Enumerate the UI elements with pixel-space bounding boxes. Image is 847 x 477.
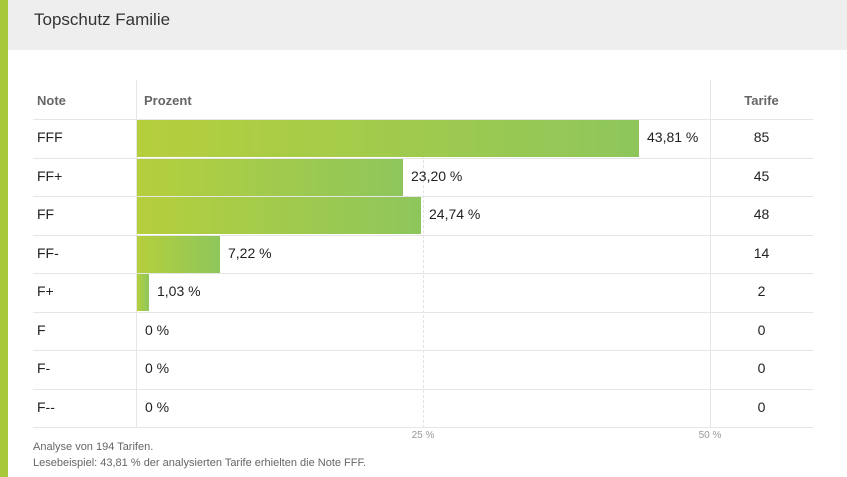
x-tick-50: 50 % xyxy=(698,430,722,441)
row-tarife: 0 xyxy=(757,360,766,376)
row-tarife: 0 xyxy=(757,322,766,338)
bar-mark xyxy=(137,159,403,196)
row-note: FF+ xyxy=(37,168,63,184)
column-divider-right xyxy=(710,80,711,428)
row-note: F-- xyxy=(37,399,55,415)
gridline-25 xyxy=(423,120,424,428)
row-divider xyxy=(33,158,813,159)
row-divider xyxy=(33,196,813,197)
bar-mark xyxy=(137,274,149,311)
bar-value-label: 0 % xyxy=(145,399,170,415)
column-header-note: Note xyxy=(37,93,66,108)
rating-table: Note Prozent Tarife 25 % 50 % FFF 43,81 %… xyxy=(33,80,813,441)
header: Topschutz Familie xyxy=(8,0,847,50)
page-title: Topschutz Familie xyxy=(34,10,171,29)
row-tarife: 45 xyxy=(753,168,770,184)
bar-value-label: 7,22 % xyxy=(228,245,272,261)
row-tarife: 48 xyxy=(753,206,770,222)
row-note: FFF xyxy=(37,129,63,145)
row-divider xyxy=(33,312,813,313)
footer-analysis: Analyse von 194 Tarifen. xyxy=(33,441,154,453)
row-note: F xyxy=(37,322,46,338)
row-divider xyxy=(33,350,813,351)
bar-mark xyxy=(137,236,220,273)
bar-value-label: 43,81 % xyxy=(647,129,699,145)
bar-value-label: 1,03 % xyxy=(157,283,201,299)
bar-mark xyxy=(137,120,640,157)
accent-bar xyxy=(0,0,8,477)
row-tarife: 14 xyxy=(753,245,770,261)
column-header-tarife: Tarife xyxy=(744,93,779,108)
row-note: F- xyxy=(37,360,51,376)
bar-value-label: 23,20 % xyxy=(411,168,463,184)
row-tarife: 2 xyxy=(757,283,766,299)
bar-value-label: 24,74 % xyxy=(429,206,481,222)
column-header-prozent: Prozent xyxy=(144,93,192,108)
column-divider-left xyxy=(136,80,137,428)
row-divider xyxy=(33,389,813,390)
row-tarife: 85 xyxy=(753,129,770,145)
footer-example: Lesebeispiel: 43,81 % der analysierten T… xyxy=(33,457,367,469)
bar-value-label: 0 % xyxy=(145,322,170,338)
bar-mark xyxy=(137,197,421,234)
row-divider xyxy=(33,427,813,428)
row-divider xyxy=(33,235,813,236)
bar-value-label: 0 % xyxy=(145,360,170,376)
row-note: F+ xyxy=(37,283,54,299)
row-note: FF xyxy=(37,206,55,222)
row-note: FF- xyxy=(37,245,59,261)
x-tick-25: 25 % xyxy=(411,430,435,441)
row-tarife: 0 xyxy=(757,399,766,415)
row-divider xyxy=(33,119,813,120)
row-divider xyxy=(33,273,813,274)
